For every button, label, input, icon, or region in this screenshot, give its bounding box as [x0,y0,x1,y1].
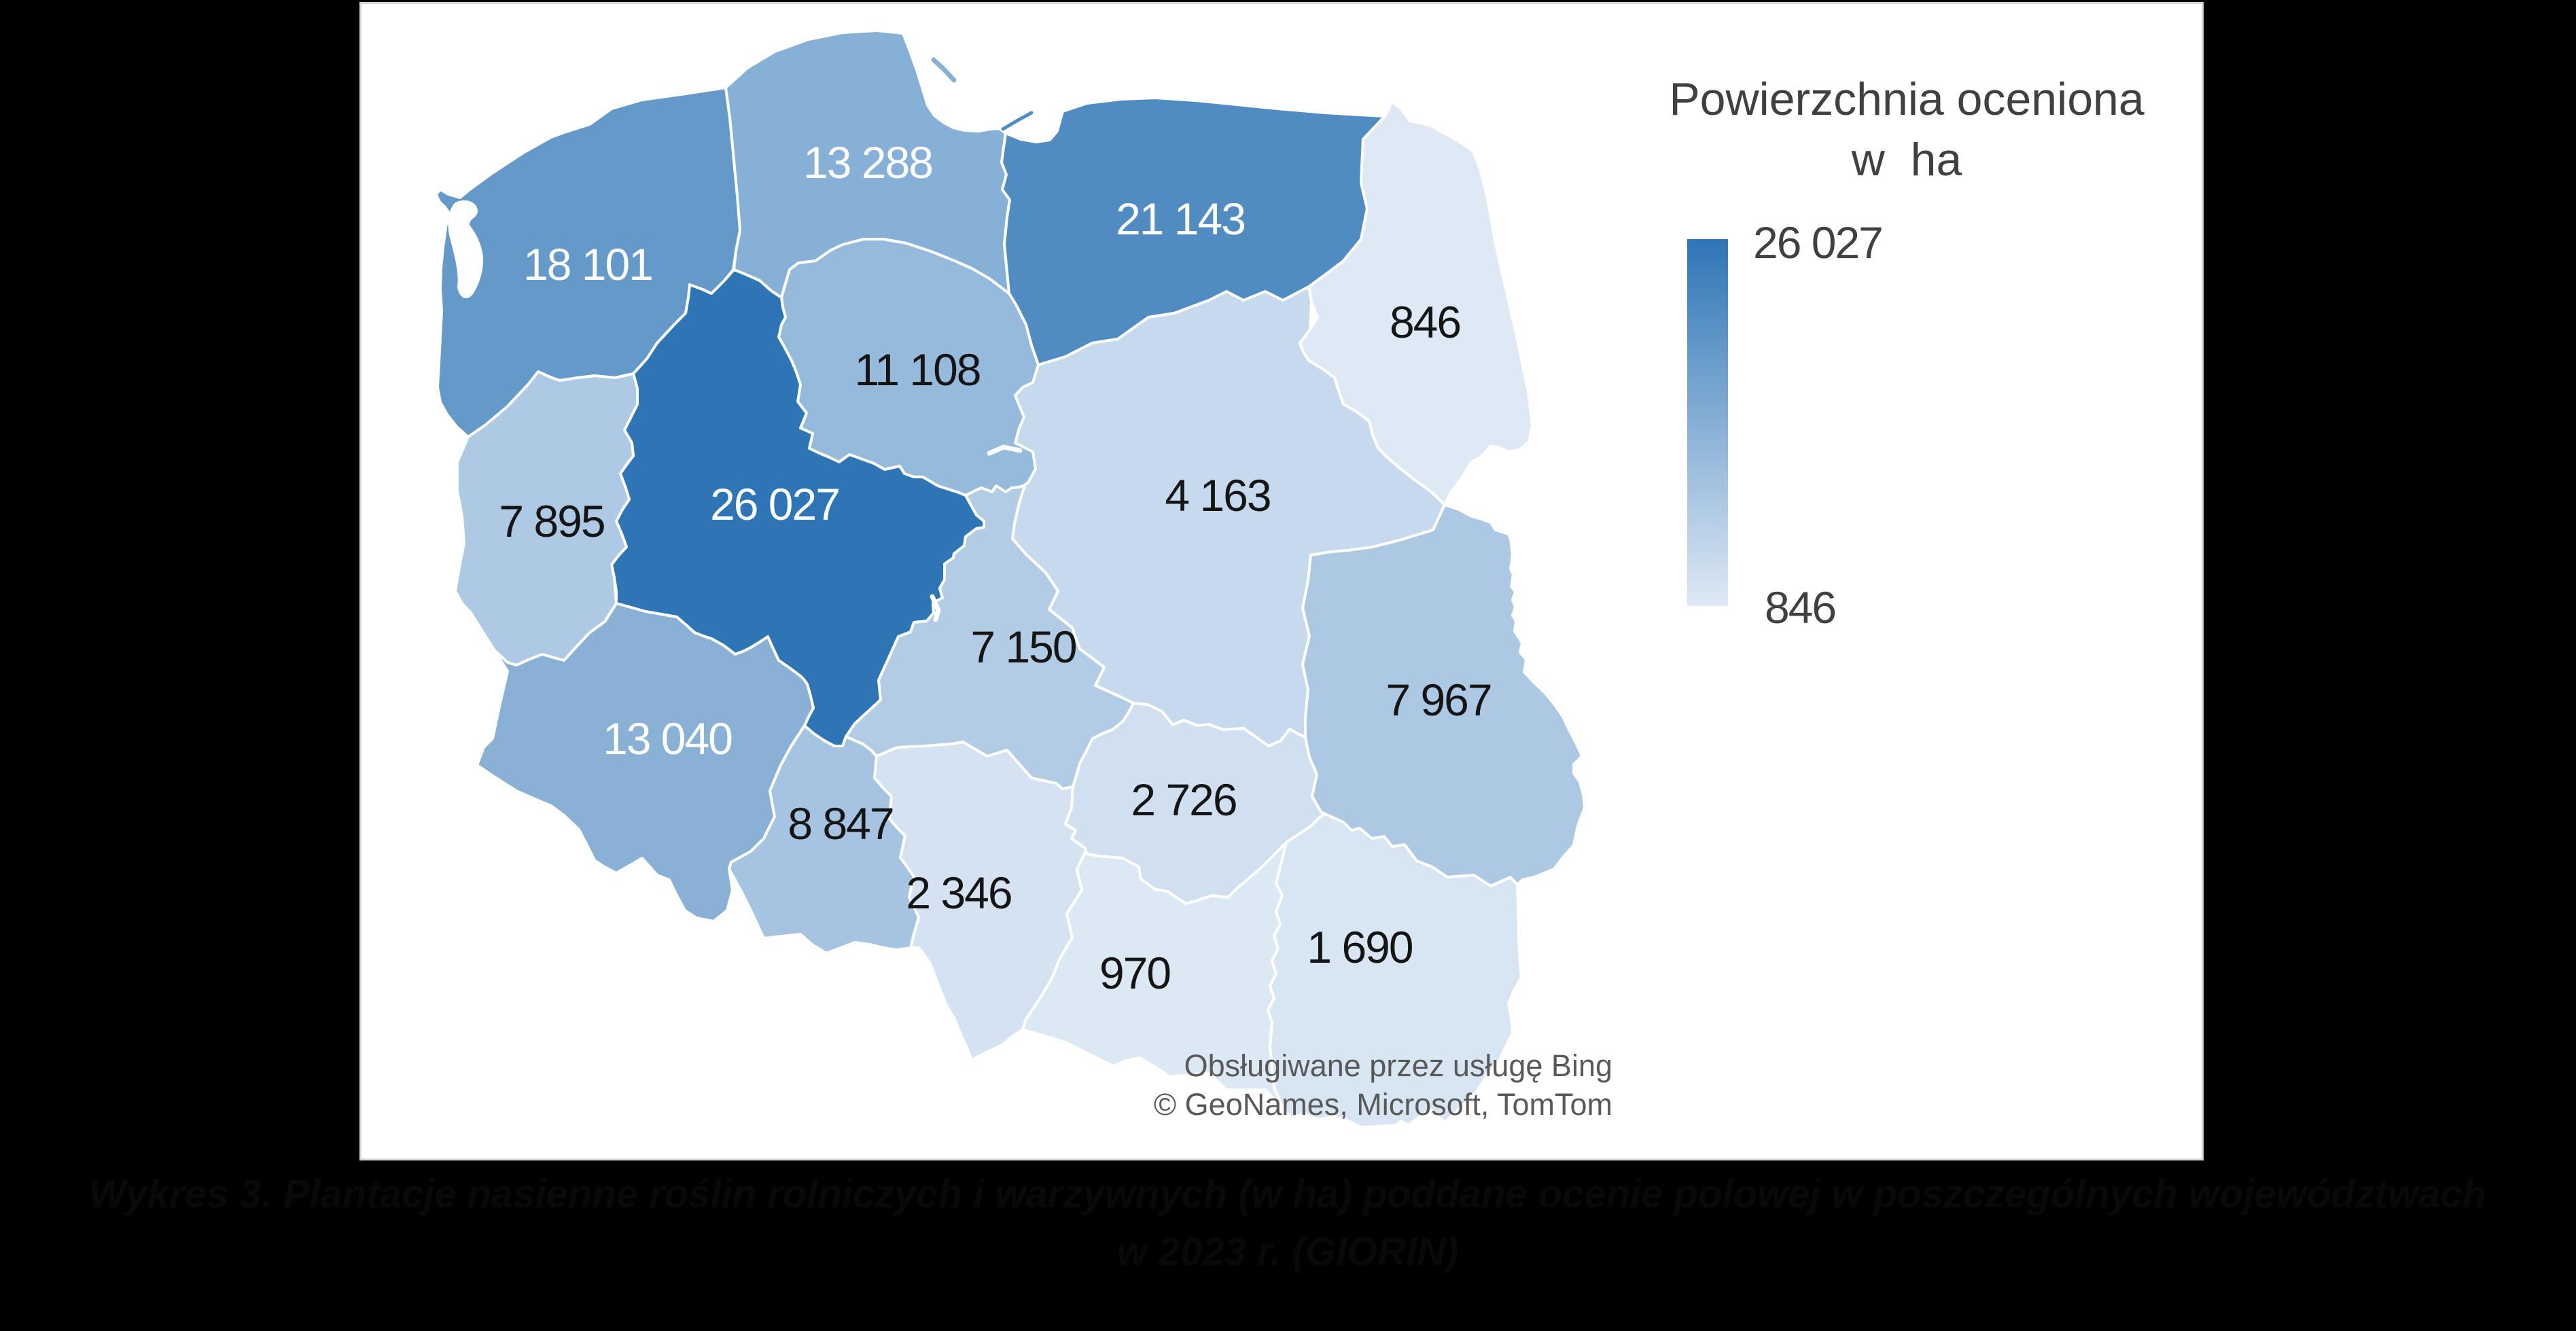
svg-text:7 967: 7 967 [1386,675,1491,725]
svg-text:w ha: w ha [1851,134,1962,185]
svg-text:18 101: 18 101 [523,239,652,289]
svg-text:846: 846 [1765,582,1835,633]
svg-text:26 027: 26 027 [1753,217,1882,268]
svg-text:2 346: 2 346 [906,868,1011,918]
svg-text:Wykres 3. Plantacje nasienne r: Wykres 3. Plantacje nasienne roślin roln… [89,1172,2486,1216]
svg-text:Powierzchnia oceniona: Powierzchnia oceniona [1669,73,2145,125]
svg-text:8 847: 8 847 [788,798,893,849]
svg-text:7 895: 7 895 [499,496,604,546]
svg-text:1 690: 1 690 [1307,922,1412,972]
svg-text:21 143: 21 143 [1116,194,1245,244]
svg-text:13 040: 13 040 [603,713,732,764]
svg-text:7 150: 7 150 [970,622,1076,672]
svg-text:13 288: 13 288 [803,137,932,188]
svg-text:846: 846 [1390,297,1460,347]
svg-text:© GeoNames, Microsoft, TomTom: © GeoNames, Microsoft, TomTom [1154,1087,1612,1122]
svg-text:Obsługiwane przez usługę Bing: Obsługiwane przez usługę Bing [1184,1048,1612,1083]
svg-text:11 108: 11 108 [855,344,981,395]
svg-text:w 2023 r. (GIORIN): w 2023 r. (GIORIN) [1117,1230,1459,1274]
svg-text:26 027: 26 027 [710,479,839,529]
svg-text:2 726: 2 726 [1131,775,1236,825]
svg-text:970: 970 [1099,948,1170,998]
svg-text:4 163: 4 163 [1165,470,1270,520]
